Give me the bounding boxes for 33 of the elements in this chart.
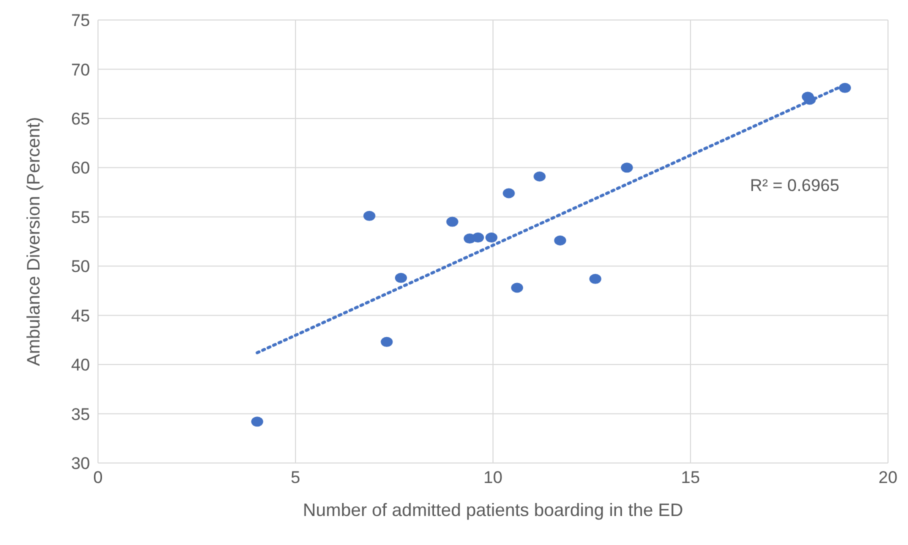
x-axis-title: Number of admitted patients boarding in the ED: [302, 500, 684, 520]
point: [554, 236, 566, 246]
point: [363, 210, 376, 221]
x-tick-label: 0: [93, 468, 103, 488]
point: [472, 232, 484, 243]
point: [589, 274, 602, 284]
point: [620, 162, 633, 173]
y-tick-label: 60: [71, 158, 90, 178]
point: [380, 336, 393, 347]
point: [251, 416, 264, 427]
point: [534, 172, 546, 182]
y-tick-label: 50: [71, 257, 90, 276]
point: [446, 216, 458, 227]
point: [394, 272, 407, 283]
y-tick-label: 30: [71, 454, 90, 474]
y-axis-title: Ambulance Diversion (Percent): [23, 116, 44, 366]
y-tick-label: 70: [71, 60, 90, 80]
y-tick-label: 45: [71, 306, 90, 326]
point: [804, 94, 816, 105]
y-tick-label: 65: [71, 109, 90, 128]
y-tick-label: 35: [71, 404, 90, 424]
point: [485, 232, 498, 243]
x-tick-label: 15: [681, 468, 700, 488]
point: [838, 82, 851, 93]
point: [502, 188, 515, 198]
point: [511, 282, 524, 293]
y-tick-label: 40: [71, 356, 90, 375]
x-tick-label: 20: [878, 468, 898, 488]
y-tick-label: 55: [71, 208, 90, 227]
x-tick-label: 10: [484, 468, 502, 488]
annotation: R² = 0.6965: [750, 176, 840, 196]
x-tick-label: 5: [290, 468, 300, 488]
y-tick-label: 75: [71, 11, 90, 30]
